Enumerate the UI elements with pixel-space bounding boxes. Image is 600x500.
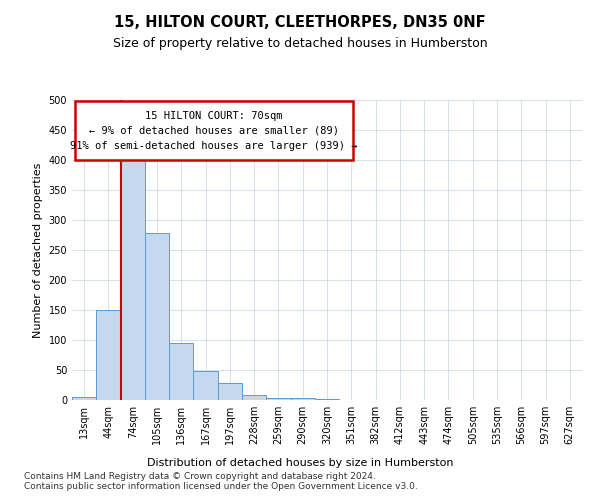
Bar [145,233,169,400]
Bar [290,398,315,400]
FancyBboxPatch shape [74,102,353,160]
Bar [169,343,193,400]
Bar [121,148,145,400]
Bar [193,371,218,400]
Text: Distribution of detached houses by size in Humberston: Distribution of detached houses by size … [147,458,453,468]
Text: Contains public sector information licensed under the Open Government Licence v3: Contains public sector information licen… [24,482,418,491]
Text: 15 HILTON COURT: 70sqm
← 9% of detached houses are smaller (89)
91% of semi-deta: 15 HILTON COURT: 70sqm ← 9% of detached … [70,111,357,150]
Bar [218,383,242,400]
Bar [72,397,96,400]
Bar [96,310,121,400]
Bar [242,395,266,400]
Text: Contains HM Land Registry data © Crown copyright and database right 2024.: Contains HM Land Registry data © Crown c… [24,472,376,481]
Text: 15, HILTON COURT, CLEETHORPES, DN35 0NF: 15, HILTON COURT, CLEETHORPES, DN35 0NF [114,15,486,30]
Text: Size of property relative to detached houses in Humberston: Size of property relative to detached ho… [113,38,487,51]
Bar [315,399,339,400]
Bar [266,398,290,400]
Y-axis label: Number of detached properties: Number of detached properties [33,162,43,338]
